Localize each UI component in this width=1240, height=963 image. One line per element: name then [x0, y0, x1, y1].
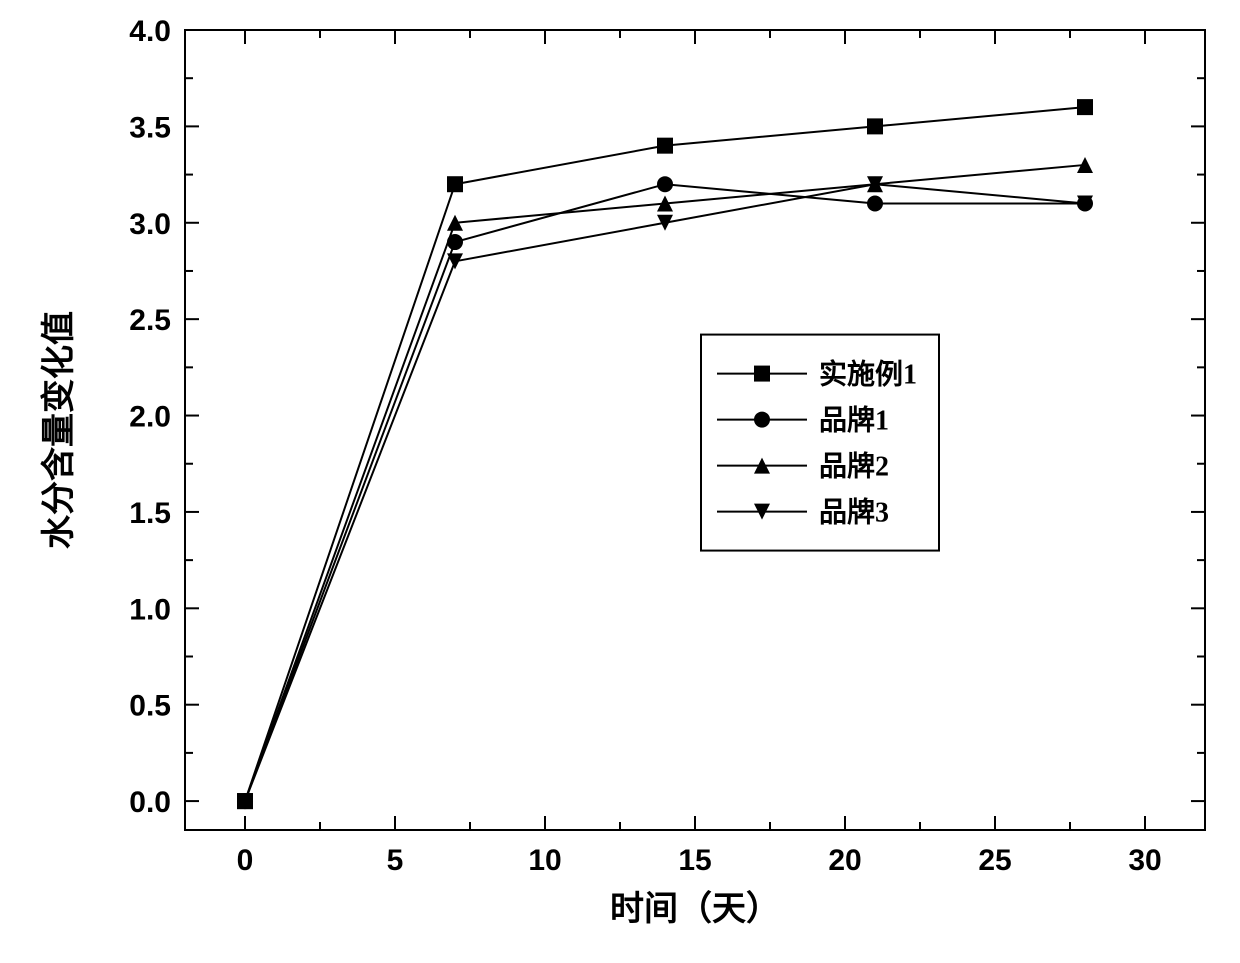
- svg-text:20: 20: [828, 844, 861, 877]
- svg-text:3.0: 3.0: [129, 208, 171, 241]
- legend-item-label: 实施例1: [819, 358, 917, 391]
- svg-text:4.0: 4.0: [129, 15, 171, 48]
- svg-text:0.0: 0.0: [129, 786, 171, 819]
- svg-text:1.5: 1.5: [129, 497, 171, 530]
- chart-container: 0 5 10 15 20 25 30 时间（天） 0.0 0.5 1.0 1.5 2.0 2.5 3.0 3.…: [0, 0, 1240, 963]
- legend-item-label: 品牌2: [819, 451, 889, 483]
- line-chart: 0 5 10 15 20 25 30 时间（天） 0.0 0.5 1.0 1.5 2.0 2.5 3.0 3.…: [0, 0, 1240, 963]
- legend: 实施例1 品牌1 品牌2 品牌3: [701, 335, 939, 551]
- svg-text:10: 10: [528, 844, 561, 877]
- y-axis-label: 水分含量变化值: [40, 311, 78, 549]
- x-axis-label: 时间（天）: [610, 889, 780, 928]
- svg-text:1.0: 1.0: [129, 593, 171, 626]
- svg-text:25: 25: [978, 844, 1011, 877]
- svg-text:5: 5: [387, 844, 404, 877]
- svg-text:2.0: 2.0: [129, 401, 171, 434]
- svg-text:0.5: 0.5: [129, 690, 171, 723]
- svg-text:0: 0: [237, 844, 254, 877]
- svg-text:15: 15: [678, 844, 711, 877]
- legend-item-label: 品牌3: [819, 497, 889, 529]
- svg-text:2.5: 2.5: [129, 304, 171, 337]
- svg-text:3.5: 3.5: [129, 111, 171, 144]
- legend-item-label: 品牌1: [819, 405, 889, 437]
- svg-text:30: 30: [1128, 844, 1161, 877]
